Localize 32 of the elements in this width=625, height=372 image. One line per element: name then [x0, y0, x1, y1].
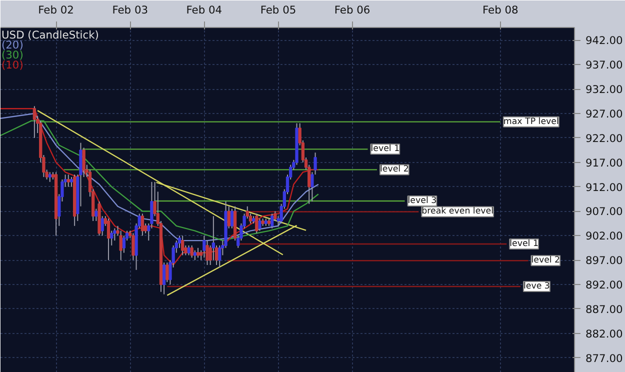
chart-title: USD (CandleStick): [2, 28, 99, 42]
y-tick-label: 922.00: [586, 132, 624, 145]
annotation: level 3: [408, 196, 437, 206]
y-tick-label: 942.00: [586, 34, 624, 48]
y-tick-label: 882.00: [586, 327, 624, 340]
y-tick-label: 897.00: [586, 254, 624, 268]
text: (20): [2, 38, 24, 52]
annotation: level 2: [380, 164, 409, 175]
annotation: level 1: [510, 238, 538, 249]
y-tick-label: 907.00: [586, 205, 624, 218]
annotation: max TP level: [503, 116, 559, 127]
text: (30): [2, 48, 24, 62]
x-tick-label: Feb 05: [260, 4, 296, 16]
y-tick-label: 892.00: [586, 278, 624, 292]
y-tick-label: 902.00: [586, 230, 624, 243]
x-tick-label: Feb 04: [186, 4, 222, 16]
text: (10): [2, 58, 24, 72]
annotation: leve 3: [523, 281, 550, 292]
annotation: level 2: [531, 256, 560, 266]
y-tick-label: 937.00: [586, 58, 624, 72]
y-tick-label: 927.00: [586, 108, 624, 121]
annotation: level 1: [370, 144, 400, 154]
x-tick-label: Feb 08: [482, 4, 519, 16]
x-tick-label: Feb 03: [112, 4, 148, 16]
x-tick-label: Feb 02: [38, 4, 74, 16]
y-tick-label: 912.00: [586, 180, 624, 194]
y-tick-label: 932.00: [586, 83, 624, 96]
y-tick-label: 887.00: [586, 302, 624, 316]
annotation: break even level: [422, 206, 494, 217]
y-tick-label: 877.00: [586, 352, 624, 365]
y-tick-label: 917.00: [586, 156, 624, 170]
x-tick-label: Feb 06: [334, 4, 370, 16]
